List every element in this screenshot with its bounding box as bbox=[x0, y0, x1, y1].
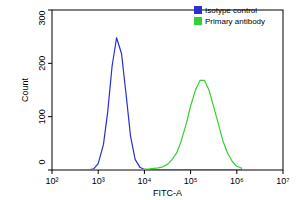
series-line bbox=[80, 80, 242, 170]
y-tick bbox=[48, 63, 52, 64]
x-tick-label: 10² bbox=[45, 176, 58, 186]
legend-label: Isotype control bbox=[205, 6, 257, 15]
x-tick bbox=[283, 170, 284, 174]
y-axis-label: Count bbox=[20, 78, 30, 103]
plot-frame bbox=[52, 10, 283, 170]
x-tick bbox=[236, 170, 237, 174]
x-tick bbox=[144, 170, 145, 174]
x-tick bbox=[52, 170, 53, 174]
legend-label: Primary antibody bbox=[205, 17, 265, 26]
x-tick bbox=[98, 170, 99, 174]
x-tick-label: 10⁴ bbox=[137, 176, 151, 186]
chart: 10² 10³ 10⁴ 10⁵ 10⁶ 10⁷ 0 100 200 300 FITC-A Count I… bbox=[0, 0, 300, 200]
y-tick-label: 100 bbox=[37, 109, 47, 124]
plot-area bbox=[80, 38, 242, 170]
x-tick-label: 10⁵ bbox=[184, 176, 198, 186]
y-tick bbox=[48, 116, 52, 117]
y-tick bbox=[48, 10, 52, 11]
series-line bbox=[80, 38, 242, 170]
y-tick bbox=[48, 170, 52, 171]
x-tick-label: 10⁶ bbox=[230, 176, 244, 186]
x-axis-label: FITC-A bbox=[153, 188, 182, 198]
y-tick-label: 0 bbox=[37, 159, 47, 164]
x-tick-label: 10³ bbox=[92, 176, 105, 186]
y-tick-label: 300 bbox=[37, 10, 47, 25]
x-tick bbox=[190, 170, 191, 174]
y-tick-label: 200 bbox=[37, 56, 47, 71]
legend-swatch bbox=[194, 6, 202, 14]
x-tick-label: 10⁷ bbox=[276, 176, 289, 186]
legend-swatch bbox=[194, 17, 202, 25]
